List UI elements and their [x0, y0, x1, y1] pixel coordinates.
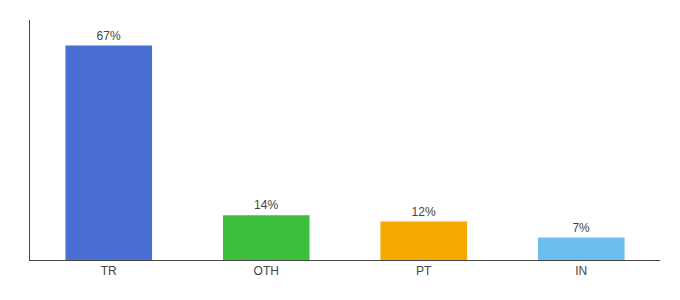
- svg-text:14%: 14%: [254, 198, 278, 212]
- svg-text:OTH: OTH: [254, 264, 279, 278]
- svg-text:PT: PT: [416, 264, 432, 278]
- svg-text:7%: 7%: [572, 221, 590, 235]
- svg-text:TR: TR: [101, 264, 117, 278]
- svg-text:12%: 12%: [412, 205, 436, 219]
- svg-text:67%: 67%: [97, 29, 121, 43]
- svg-text:IN: IN: [575, 264, 587, 278]
